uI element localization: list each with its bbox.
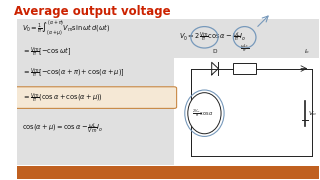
Text: $= \frac{Vm}{\pi}\left(\cos\alpha+\cos(\alpha+\mu)\right)$: $= \frac{Vm}{\pi}\left(\cos\alpha+\cos(\… <box>21 91 102 105</box>
Text: $I_o$: $I_o$ <box>304 47 310 56</box>
Text: $V_o$: $V_o$ <box>308 109 317 118</box>
FancyBboxPatch shape <box>15 87 177 108</box>
FancyBboxPatch shape <box>233 63 256 74</box>
FancyBboxPatch shape <box>17 19 174 165</box>
Text: D: D <box>213 49 217 54</box>
FancyBboxPatch shape <box>17 166 319 179</box>
Text: $= \frac{Vm}{\pi}\left[-\cos\omega t\right]$: $= \frac{Vm}{\pi}\left[-\cos\omega t\rig… <box>21 46 71 59</box>
Text: $V_0 = \frac{1}{\pi}\int_{(\alpha+\mu)}^{(\alpha+\pi)} V_m \sin\omega t\, d(\ome: $V_0 = \frac{1}{\pi}\int_{(\alpha+\mu)}^… <box>21 19 110 38</box>
Text: $= \frac{Vm}{\pi}\left[-\cos(\alpha+\pi)+\cos(\alpha+\mu)\right]$: $= \frac{Vm}{\pi}\left[-\cos(\alpha+\pi)… <box>21 66 124 80</box>
Text: $\cos(\alpha+\mu) = \cos\alpha - \frac{\omega L}{Vm}I_o$: $\cos(\alpha+\mu) = \cos\alpha - \frac{\… <box>21 122 102 136</box>
FancyBboxPatch shape <box>174 19 319 58</box>
Text: $V_0 = 2\frac{Vm}{\pi}\cos\alpha - \frac{\omega L}{\pi}I_o$: $V_0 = 2\frac{Vm}{\pi}\cos\alpha - \frac… <box>179 31 246 44</box>
Ellipse shape <box>188 93 221 134</box>
Text: $\frac{2V_m}{\pi}\cos\alpha$: $\frac{2V_m}{\pi}\cos\alpha$ <box>192 107 215 119</box>
Text: Average output voltage: Average output voltage <box>14 5 171 18</box>
Text: $\frac{\omega L_s}{\pi}$: $\frac{\omega L_s}{\pi}$ <box>240 42 249 54</box>
